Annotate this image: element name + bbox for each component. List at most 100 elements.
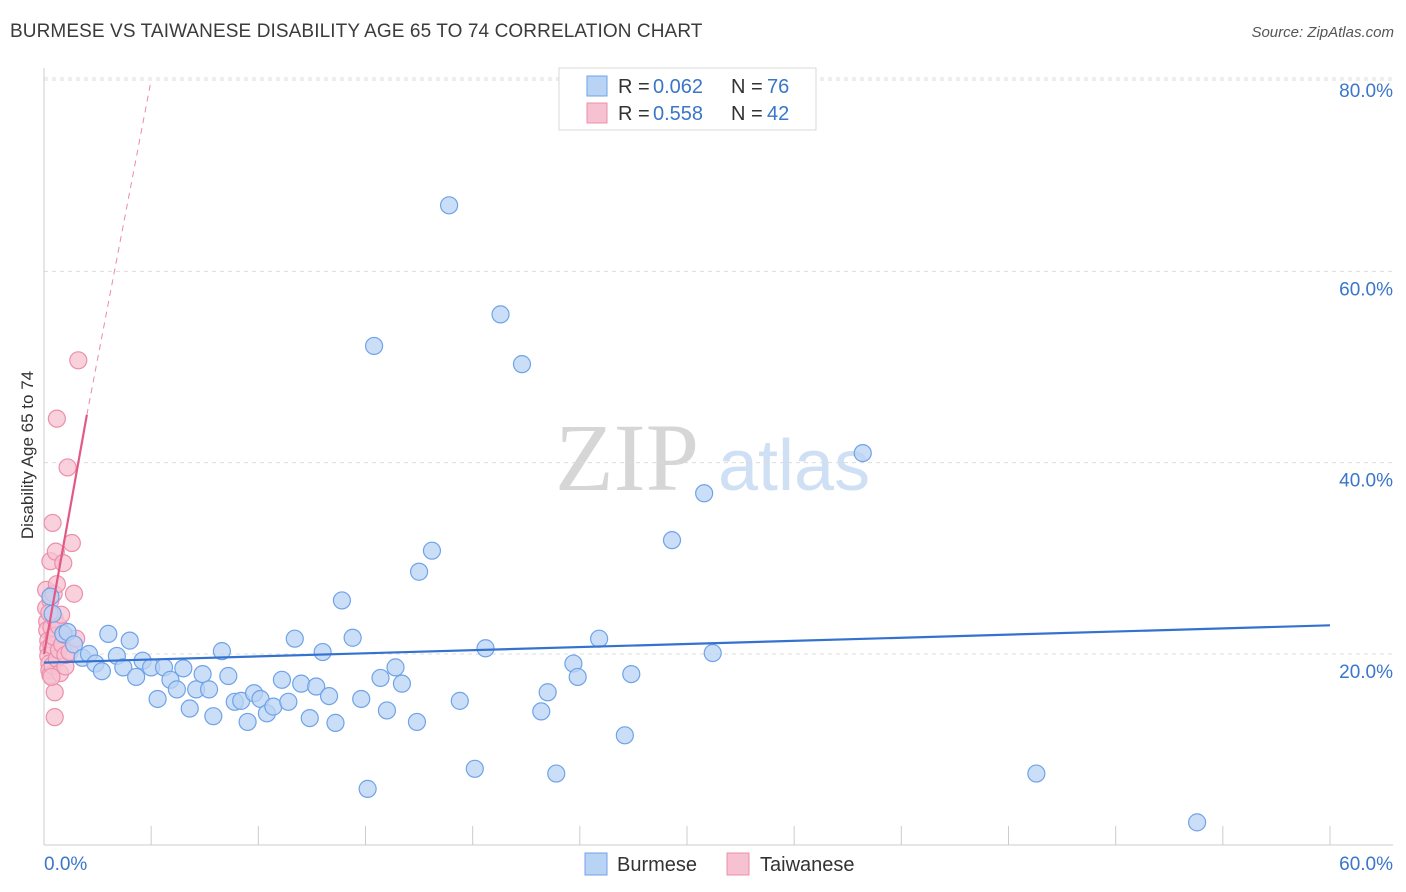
- burmese-point: [465, 759, 484, 778]
- burmese-n-label: N =: [731, 76, 763, 98]
- burmese-point: [703, 643, 722, 663]
- burmese-point: [99, 624, 118, 644]
- taiwanese-point: [45, 708, 64, 727]
- burmese-r-value: 0.062: [653, 76, 703, 98]
- burmese-point: [319, 686, 339, 706]
- gridlines: [44, 77, 1393, 655]
- burmese-point: [386, 658, 405, 677]
- burmese-point: [92, 662, 111, 681]
- burmese-point: [219, 666, 238, 686]
- burmese-point: [358, 779, 377, 798]
- burmese-point: [300, 708, 319, 728]
- bottom-legend: Burmese Taiwanese: [584, 852, 855, 876]
- taiwanese-point: [43, 513, 62, 533]
- watermark-zip: ZIP: [555, 404, 699, 511]
- burmese-point: [114, 658, 133, 677]
- stats-legend: R = 0.062 N = 76 R = 0.558 N = 42: [558, 67, 817, 131]
- watermark-atlas: atlas: [718, 426, 870, 506]
- burmese-point: [662, 531, 682, 550]
- y-tick-label: 80.0%: [1339, 81, 1393, 102]
- taiwanese-n-value: 42: [767, 103, 789, 125]
- burmese-point: [174, 659, 193, 678]
- burmese-point: [313, 642, 332, 662]
- taiwanese-swatch: [586, 102, 608, 124]
- burmese-point: [568, 667, 587, 687]
- taiwanese-n-label: N =: [731, 103, 763, 125]
- burmese-point: [407, 712, 427, 732]
- burmese-point: [1188, 813, 1207, 832]
- taiwanese-trend-extension: [86, 79, 152, 415]
- burmese-point: [238, 712, 257, 732]
- burmese-point: [364, 336, 384, 356]
- burmese-point: [371, 668, 390, 688]
- taiwanese-point: [69, 351, 88, 370]
- burmese-point: [343, 628, 362, 647]
- burmese-point: [199, 680, 219, 699]
- x-tick-labels: 0.0% 60.0%: [44, 854, 1393, 875]
- burmese-point: [127, 667, 146, 687]
- series-taiwanese: [37, 351, 88, 727]
- axes: [43, 68, 1393, 846]
- burmese-point: [285, 629, 304, 648]
- burmese-point: [272, 670, 292, 689]
- bottom-legend-taiwanese-label: Taiwanese: [760, 854, 855, 876]
- burmese-point: [622, 664, 641, 684]
- chart-source: Source: ZipAtlas.com: [1251, 24, 1394, 41]
- burmese-point: [292, 674, 311, 693]
- taiwanese-point: [54, 554, 73, 573]
- burmese-point: [148, 689, 167, 709]
- bottom-legend-burmese-label: Burmese: [617, 854, 697, 876]
- burmese-point: [1027, 764, 1046, 783]
- y-tick-labels: 20.0% 40.0% 60.0% 80.0%: [1339, 81, 1393, 683]
- burmese-trend-line: [43, 624, 1331, 664]
- burmese-n-value: 76: [767, 76, 789, 98]
- burmese-point: [491, 305, 510, 324]
- taiwanese-point: [58, 458, 77, 477]
- taiwanese-point: [47, 409, 66, 428]
- x-tick-label-max: 60.0%: [1339, 854, 1393, 875]
- series-burmese: [41, 196, 1207, 832]
- burmese-point: [538, 683, 557, 702]
- trend-lines: [42, 79, 1331, 664]
- burmese-point: [279, 692, 298, 711]
- burmese-point: [193, 664, 212, 684]
- burmese-point: [264, 697, 283, 716]
- burmese-point: [352, 689, 371, 709]
- burmese-point: [120, 631, 139, 650]
- burmese-point: [212, 642, 231, 661]
- burmese-point: [853, 444, 872, 463]
- taiwanese-point: [45, 683, 64, 702]
- y-tick-label: 60.0%: [1339, 279, 1393, 300]
- burmese-swatch: [586, 75, 608, 97]
- bottom-legend-burmese-swatch: [584, 852, 608, 876]
- y-tick-label: 40.0%: [1339, 471, 1393, 492]
- chart-title: BURMESE VS TAIWANESE DISABILITY AGE 65 T…: [10, 21, 703, 42]
- burmese-point: [615, 726, 634, 745]
- burmese-point: [476, 639, 495, 658]
- taiwanese-trend-line: [42, 414, 88, 655]
- x-tick-label-min: 0.0%: [44, 854, 87, 875]
- burmese-point: [450, 691, 469, 710]
- taiwanese-r-value: 0.558: [653, 103, 703, 125]
- burmese-point: [180, 699, 199, 718]
- burmese-point: [409, 562, 429, 581]
- burmese-point: [590, 629, 609, 648]
- burmese-point: [332, 591, 352, 610]
- burmese-point: [532, 702, 551, 721]
- burmese-point: [167, 680, 186, 699]
- y-axis-label: Disability Age 65 to 74: [18, 371, 37, 539]
- taiwanese-point: [64, 584, 84, 603]
- burmese-point: [377, 701, 397, 720]
- burmese-point: [326, 713, 345, 732]
- y-tick-label: 20.0%: [1339, 662, 1393, 683]
- taiwanese-point: [42, 667, 61, 687]
- burmese-point: [204, 707, 223, 726]
- burmese-point: [695, 484, 714, 503]
- burmese-point: [422, 541, 442, 560]
- watermark: ZIP atlas: [555, 404, 870, 511]
- burmese-point: [392, 674, 412, 693]
- burmese-point: [512, 355, 532, 374]
- burmese-point: [547, 764, 566, 783]
- burmese-point: [64, 635, 84, 654]
- bottom-legend-taiwanese-swatch: [726, 852, 750, 876]
